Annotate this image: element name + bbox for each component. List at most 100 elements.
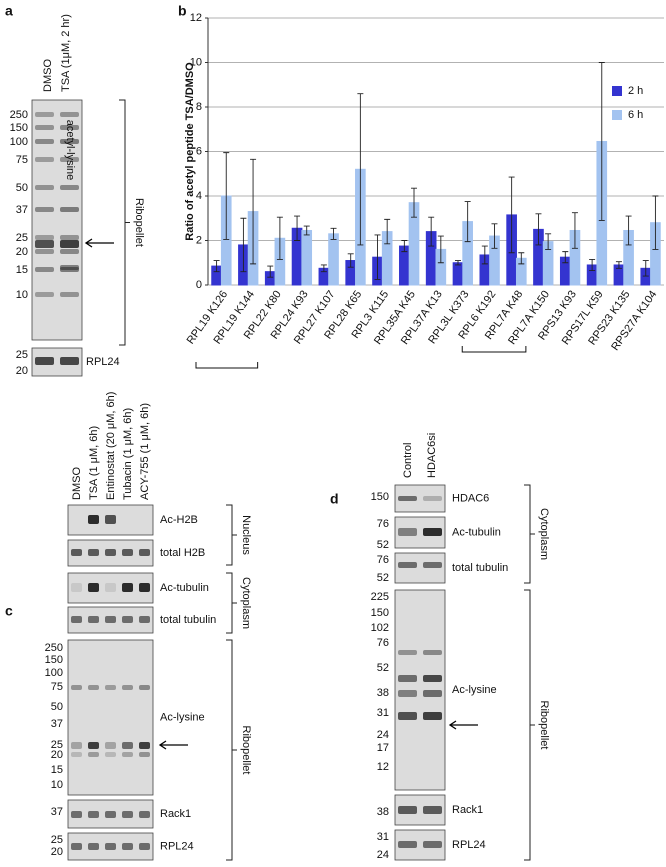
band — [423, 675, 442, 682]
error-bar — [347, 253, 354, 268]
error-bar — [562, 251, 569, 264]
marker: 76 — [377, 554, 389, 566]
marker: 20 — [16, 246, 28, 258]
band — [122, 742, 133, 749]
lane-label: HDAC6si — [426, 433, 438, 478]
band — [423, 806, 442, 814]
marker: 20 — [51, 749, 63, 761]
y-tick-label: 0 — [196, 279, 202, 291]
y-tick-label: 10 — [190, 56, 202, 68]
band — [398, 690, 417, 697]
blot-label: Rack1 — [160, 808, 191, 820]
blot — [67, 572, 154, 604]
marker: 250 — [10, 109, 28, 121]
error-bar — [223, 152, 230, 240]
error-bar — [652, 195, 659, 250]
band — [60, 292, 79, 297]
band — [423, 650, 442, 655]
error-bar — [428, 216, 435, 247]
group-label: Ribopellet — [133, 198, 145, 247]
group-label: Ribopellet — [240, 726, 252, 775]
error-bar — [411, 187, 418, 218]
band — [71, 752, 82, 757]
band — [35, 139, 54, 144]
bracket — [195, 362, 259, 369]
band — [35, 112, 54, 117]
error-bar — [303, 225, 310, 236]
error-bar — [437, 235, 444, 264]
error-bar — [545, 233, 552, 250]
blot-label: total tubulin — [160, 614, 216, 626]
bracket — [461, 346, 527, 353]
error-bar — [571, 212, 578, 249]
band — [122, 811, 133, 818]
band — [398, 650, 417, 655]
marker: 76 — [377, 518, 389, 530]
blot-label: RPL24 — [160, 840, 194, 852]
band — [105, 515, 116, 524]
marker: 31 — [377, 707, 389, 719]
band — [35, 157, 54, 162]
error-bar — [508, 176, 515, 254]
band — [88, 742, 99, 749]
band — [35, 240, 54, 248]
lane-label: DMSO — [42, 59, 54, 92]
marker: 52 — [377, 662, 389, 674]
error-bar — [481, 245, 488, 265]
blot-label: Ac-lysine — [160, 711, 205, 723]
marker: 25 — [16, 232, 28, 244]
band — [35, 125, 54, 130]
band — [35, 207, 54, 212]
band — [122, 616, 133, 623]
marker: 10 — [16, 289, 28, 301]
band — [71, 742, 82, 749]
band — [60, 235, 79, 240]
band — [122, 843, 133, 850]
band — [71, 549, 82, 556]
bracket — [226, 572, 237, 634]
band — [139, 616, 150, 623]
group-label: Nucleus — [240, 515, 252, 555]
marker: 25 — [51, 739, 63, 751]
band — [423, 562, 442, 568]
band — [60, 125, 79, 130]
marker: 37 — [51, 806, 63, 818]
blot-label: Ac-H2B — [160, 514, 198, 526]
arrow — [448, 720, 478, 730]
band — [122, 583, 133, 592]
blot-label: Rack1 — [452, 804, 483, 816]
band — [35, 235, 54, 240]
band — [423, 496, 442, 501]
band — [35, 185, 54, 190]
band — [88, 549, 99, 556]
bracket — [524, 589, 535, 861]
band — [423, 841, 442, 848]
band — [139, 685, 150, 690]
marker: 50 — [51, 701, 63, 713]
bar — [328, 233, 339, 286]
blot-label: RPL24 — [86, 356, 120, 368]
band — [398, 841, 417, 848]
band — [139, 811, 150, 818]
error-bar — [267, 265, 274, 278]
band — [60, 157, 79, 162]
blot — [67, 639, 154, 796]
legend-label: 6 h — [628, 109, 643, 121]
marker: 10 — [51, 779, 63, 791]
marker: 75 — [51, 681, 63, 693]
marker: 102 — [371, 622, 389, 634]
band — [105, 811, 116, 818]
arrow — [84, 238, 114, 248]
marker: 75 — [16, 154, 28, 166]
marker: 150 — [371, 607, 389, 619]
marker: 150 — [45, 654, 63, 666]
band — [60, 265, 79, 270]
error-bar — [320, 264, 327, 273]
error-bar — [401, 240, 408, 253]
band — [105, 752, 116, 757]
band — [423, 528, 442, 536]
marker: 38 — [377, 687, 389, 699]
marker: 52 — [377, 539, 389, 551]
panel-label: b — [178, 3, 187, 19]
error-bar — [294, 215, 301, 241]
